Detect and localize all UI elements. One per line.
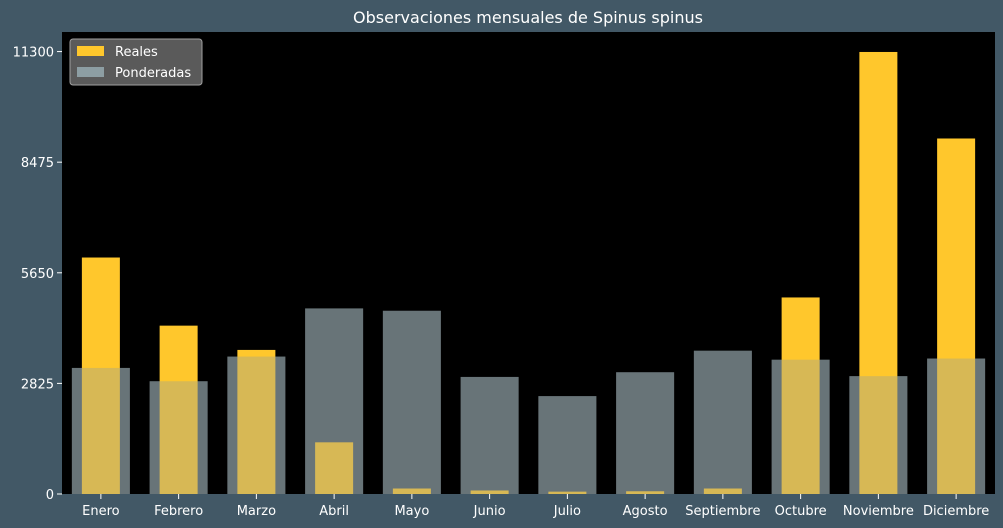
legend-swatch-reales: [77, 46, 104, 56]
bar-ponderadas-overlay-julio: [538, 396, 597, 494]
legend-swatch-ponderadas: [77, 67, 104, 77]
bar-ponderadas-overlay-marzo: [227, 356, 286, 494]
bar-ponderadas-junio: [460, 376, 519, 494]
bar-ponderadas-overlay-abril: [305, 308, 364, 494]
bar-ponderadas-overlay-octubre: [771, 359, 830, 494]
bar-ponderadas-overlay-enero: [71, 367, 130, 494]
y-tick-label: 8475: [21, 156, 54, 171]
bar-reales-septiembre: [703, 488, 742, 494]
x-tick-label: Julio: [553, 504, 581, 519]
x-tick-label: Diciembre: [923, 504, 989, 519]
bar-reales-julio: [548, 491, 587, 494]
y-tick-label: 2825: [21, 377, 54, 392]
bar-ponderadas-overlay-junio: [460, 376, 519, 494]
bar-reales-abril: [315, 442, 354, 494]
x-tick-label: Junio: [473, 504, 506, 519]
x-tick-label: Abril: [319, 504, 349, 519]
x-tick-label: Marzo: [237, 504, 276, 519]
x-tick-label: Febrero: [154, 504, 203, 519]
y-tick-label: 5650: [21, 267, 54, 282]
bar-ponderadas-overlay-noviembre: [849, 376, 908, 494]
x-tick-label: Enero: [82, 504, 120, 519]
bar-ponderadas-julio: [538, 396, 597, 494]
bar-ponderadas-septiembre: [693, 350, 752, 494]
bar-ponderadas-overlay-mayo: [382, 310, 441, 494]
legend-label-reales: Reales: [115, 45, 158, 60]
legend: Reales Ponderadas: [69, 38, 203, 86]
bar-reales-agosto: [626, 491, 665, 494]
x-tick-label: Noviembre: [843, 504, 914, 519]
x-tick-label: Septiembre: [685, 504, 760, 519]
bar-ponderadas-mayo: [382, 310, 441, 494]
bar-reales-noviembre: [859, 51, 898, 494]
bar-ponderadas-overlay-diciembre: [927, 358, 986, 494]
bar-ponderadas-overlay-febrero: [149, 381, 208, 494]
bar-ponderadas-overlay-agosto: [616, 372, 675, 494]
bar-reales-febrero: [159, 325, 198, 494]
bar-reales-enero: [81, 257, 120, 494]
y-axis: 0 2825 5650 8475 11300: [13, 46, 62, 503]
x-tick-label: Mayo: [394, 504, 429, 519]
x-axis: Enero Febrero Marzo Abril Mayo Junio Julio Agos…: [82, 494, 989, 519]
chart-title: Observaciones mensuales de Spinus spinus: [353, 8, 703, 27]
legend-label-ponderadas: Ponderadas: [115, 66, 191, 81]
bars-ponderadas-overlay: [71, 308, 986, 494]
bar-ponderadas-overlay-septiembre: [693, 350, 752, 494]
x-tick-label: Agosto: [623, 504, 668, 519]
bar-reales-junio: [470, 490, 509, 494]
bar-reales-mayo: [392, 488, 431, 494]
bar-reales-octubre: [781, 297, 820, 494]
bar-reales-diciembre: [937, 138, 976, 494]
y-tick-label: 11300: [13, 46, 54, 61]
y-tick-label: 0: [46, 488, 54, 503]
bars-reales: [81, 51, 976, 494]
plot-area: [62, 32, 995, 494]
bar-ponderadas-agosto: [616, 372, 675, 494]
bar-reales-marzo: [237, 349, 276, 494]
x-tick-label: Octubre: [775, 504, 827, 519]
